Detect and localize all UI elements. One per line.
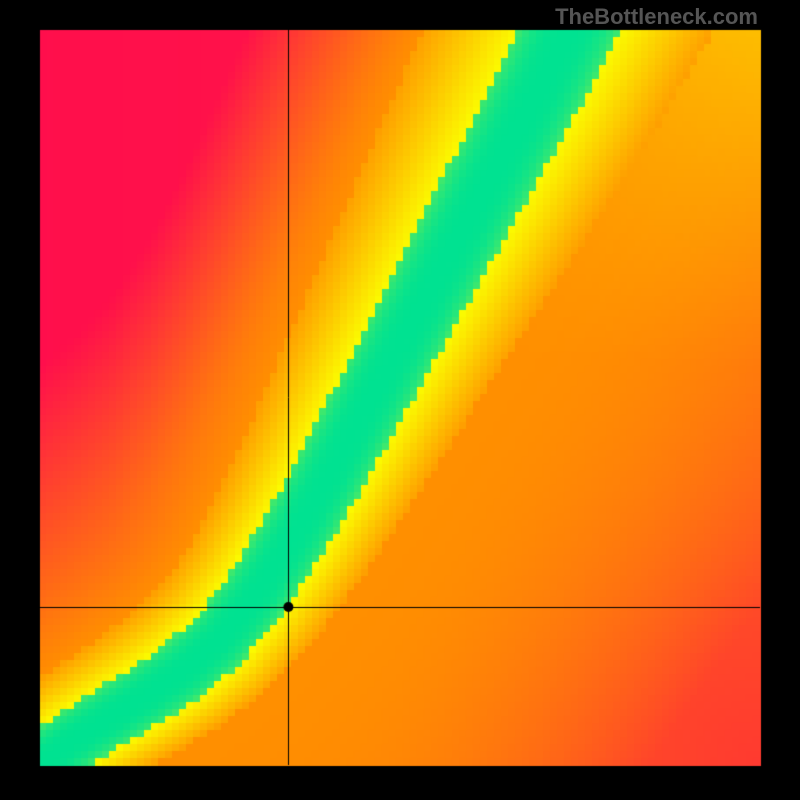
watermark-text: TheBottleneck.com <box>555 4 758 30</box>
chart-container: { "type": "heatmap", "canvas": { "width"… <box>0 0 800 800</box>
heatmap-canvas <box>0 0 800 800</box>
